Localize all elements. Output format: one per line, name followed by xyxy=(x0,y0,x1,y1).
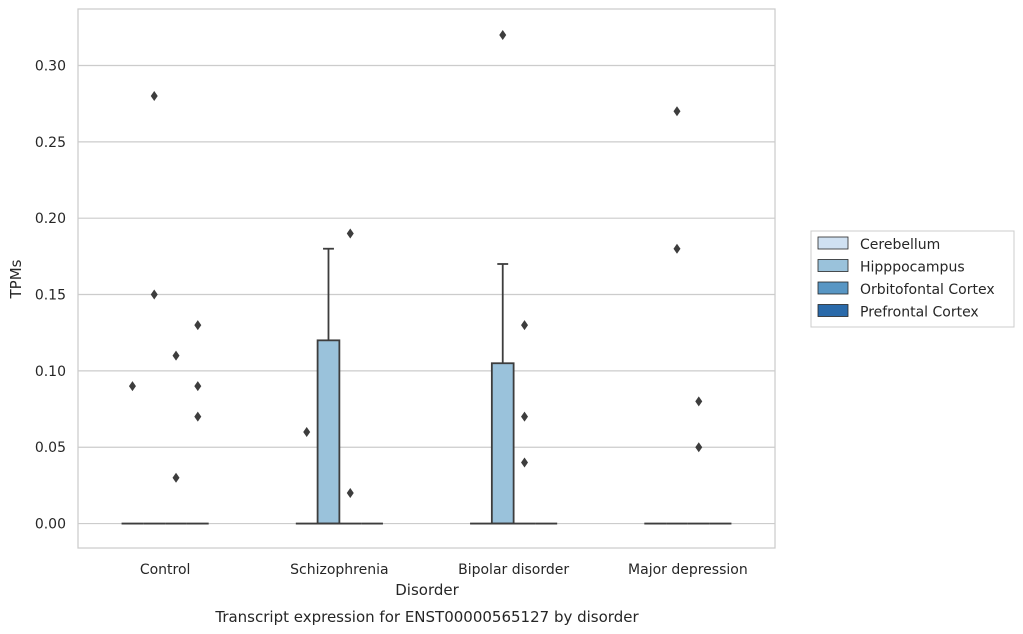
y-tick-label: 0.25 xyxy=(35,135,66,151)
x-tick-label: Schizophrenia xyxy=(290,562,388,578)
outlier-point xyxy=(172,472,180,483)
y-axis-label: TPMs xyxy=(7,259,25,299)
box-iqr xyxy=(490,362,515,525)
legend-swatch xyxy=(817,281,849,295)
legend-label: Hipppocampus xyxy=(860,260,965,276)
legend-label: Prefrontal Cortex xyxy=(860,305,979,321)
x-axis-label: Disorder xyxy=(395,581,459,599)
y-tick-label: 0.05 xyxy=(35,440,66,456)
outlier-point xyxy=(303,426,311,437)
outlier-point xyxy=(194,381,202,392)
plot-frame xyxy=(77,8,776,549)
x-tick-labels: Control Schizophrenia Bipolar disorder Majo… xyxy=(140,562,748,578)
legend-swatch xyxy=(817,236,849,250)
y-tick-label: 0.10 xyxy=(35,364,66,380)
outlier-point xyxy=(194,411,202,422)
outlier-point xyxy=(172,350,180,361)
outlier-point xyxy=(673,106,681,117)
box-iqr xyxy=(316,339,341,525)
outlier-point xyxy=(499,29,507,40)
outlier-point xyxy=(194,320,202,331)
box-series xyxy=(121,29,732,525)
legend-label: Cerebellum xyxy=(860,237,940,253)
legend-swatch xyxy=(817,304,849,317)
outlier-point xyxy=(150,289,158,300)
outlier-point xyxy=(346,228,354,239)
y-tick-label: 0.30 xyxy=(35,58,66,74)
grid-lines xyxy=(78,64,775,525)
outlier-point xyxy=(695,442,703,453)
outlier-point xyxy=(521,320,529,331)
y-tick-label: 0.20 xyxy=(35,211,66,227)
x-tick-label: Control xyxy=(140,562,191,578)
y-tick-label: 0.15 xyxy=(35,288,66,304)
outlier-point xyxy=(695,396,703,407)
legend: Cerebellum Hipppocampus Orbitofontal Corte… xyxy=(810,230,1015,328)
y-tick-label: 0.00 xyxy=(35,517,66,533)
outlier-point xyxy=(346,488,354,499)
outlier-point xyxy=(521,457,529,468)
outlier-point xyxy=(150,91,158,102)
x-tick-label: Major depression xyxy=(628,562,748,578)
legend-swatch xyxy=(817,259,849,272)
plot-area xyxy=(78,9,775,548)
chart-caption: Transcript expression for ENST0000056512… xyxy=(214,608,639,626)
outlier-point xyxy=(673,243,681,254)
outlier-point xyxy=(521,411,529,422)
x-tick-label: Bipolar disorder xyxy=(458,562,569,578)
outlier-point xyxy=(128,381,136,392)
legend-label: Orbitofontal Cortex xyxy=(860,282,995,298)
y-tick-labels: 0.00 0.05 0.10 0.15 0.20 0.25 0.30 xyxy=(35,58,66,532)
